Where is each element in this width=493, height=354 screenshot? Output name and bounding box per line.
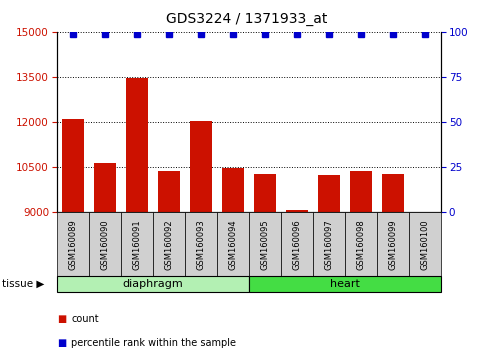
Bar <box>57 212 89 276</box>
Bar <box>57 276 249 292</box>
Bar <box>377 212 409 276</box>
Text: GSM160092: GSM160092 <box>164 219 174 270</box>
Text: GSM160096: GSM160096 <box>292 219 302 270</box>
Bar <box>249 212 281 276</box>
Bar <box>318 175 340 212</box>
Bar <box>313 212 345 276</box>
Bar <box>382 175 404 212</box>
Text: GSM160099: GSM160099 <box>388 219 398 270</box>
Text: diaphragm: diaphragm <box>122 279 183 289</box>
Bar <box>185 212 217 276</box>
Text: tissue ▶: tissue ▶ <box>2 279 45 289</box>
Bar <box>190 121 212 212</box>
Text: GDS3224 / 1371933_at: GDS3224 / 1371933_at <box>166 12 327 27</box>
Text: GSM160091: GSM160091 <box>132 219 141 270</box>
Text: ■: ■ <box>57 314 66 324</box>
Text: percentile rank within the sample: percentile rank within the sample <box>71 338 237 348</box>
Bar <box>153 212 185 276</box>
Text: GSM160097: GSM160097 <box>324 219 334 270</box>
Text: ■: ■ <box>57 338 66 348</box>
Text: GSM160095: GSM160095 <box>260 219 270 270</box>
Bar <box>281 212 313 276</box>
Bar <box>217 212 249 276</box>
Text: GSM160089: GSM160089 <box>68 219 77 270</box>
Bar <box>345 212 377 276</box>
Bar <box>89 212 121 276</box>
Text: GSM160100: GSM160100 <box>421 219 430 270</box>
Text: GSM160094: GSM160094 <box>228 219 238 270</box>
Bar <box>62 119 84 212</box>
Bar <box>286 210 308 212</box>
Bar <box>121 212 153 276</box>
Bar <box>126 78 148 212</box>
Bar <box>158 171 180 212</box>
Bar <box>249 276 441 292</box>
Bar <box>222 168 244 212</box>
Bar <box>350 171 372 212</box>
Text: GSM160093: GSM160093 <box>196 219 206 270</box>
Text: GSM160090: GSM160090 <box>100 219 109 270</box>
Text: GSM160098: GSM160098 <box>356 219 366 270</box>
Bar <box>94 163 116 212</box>
Text: heart: heart <box>330 279 360 289</box>
Text: count: count <box>71 314 99 324</box>
Bar <box>409 212 441 276</box>
Bar <box>254 174 276 212</box>
